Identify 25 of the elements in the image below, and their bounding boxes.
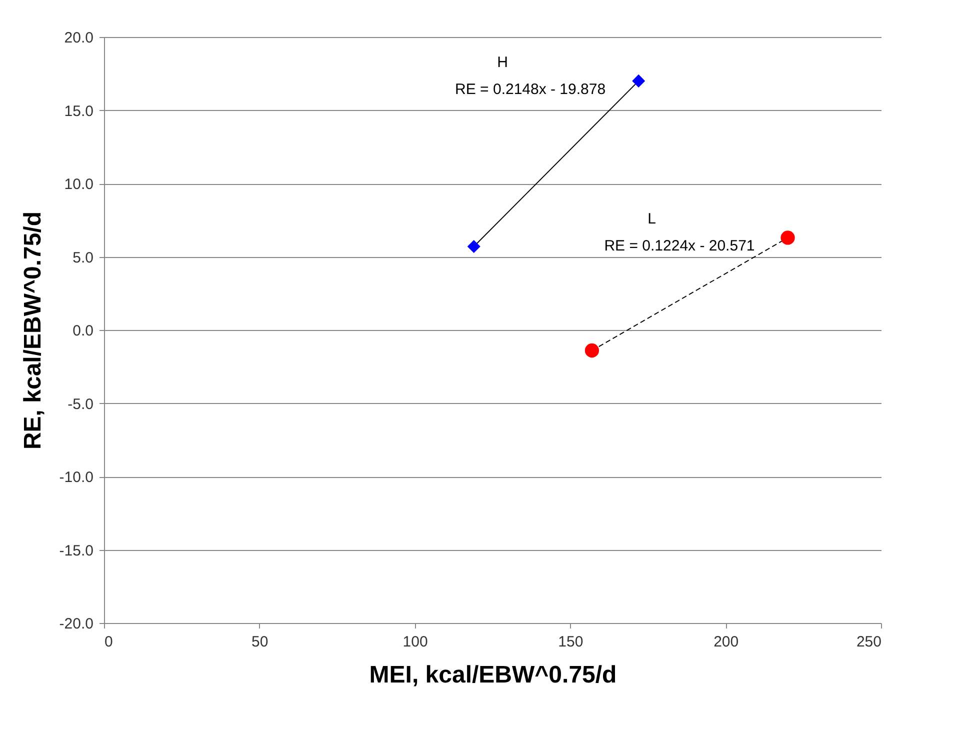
point [632,74,646,88]
y-tick-label: -10.0 [59,469,94,486]
point [467,240,480,254]
x-tick-label: 50 [252,634,268,650]
y-tick-label: 10.0 [64,176,94,193]
point [584,343,600,358]
x-tick-label: 150 [558,634,584,650]
x-tick-label: 100 [402,634,428,650]
y-tick-label: -5.0 [68,396,94,413]
annotation: RE = 0.1224x - 20.571 [604,238,755,255]
x-tick-label: 200 [714,634,739,650]
y-tick-label: 5.0 [72,249,94,266]
x-tick-label: 0 [104,634,113,650]
point [780,230,795,245]
y-axis-title: RE, kcal/EBW^0.75/d [19,211,46,450]
annotation: L [648,210,656,228]
y-tick-label: 15.0 [64,102,94,120]
annotation: RE = 0.2148x - 19.878 [455,80,606,98]
x-axis-title: MEI, kcal/EBW^0.75/d [369,662,617,688]
y-tick-label: -20.0 [59,616,94,632]
x-tick-label: 250 [856,634,882,650]
annotation: H [497,54,508,71]
y-tick-label: 20.0 [64,30,94,46]
y-tick-label: 0.0 [72,322,94,340]
y-tick-label: -15.0 [59,542,94,560]
